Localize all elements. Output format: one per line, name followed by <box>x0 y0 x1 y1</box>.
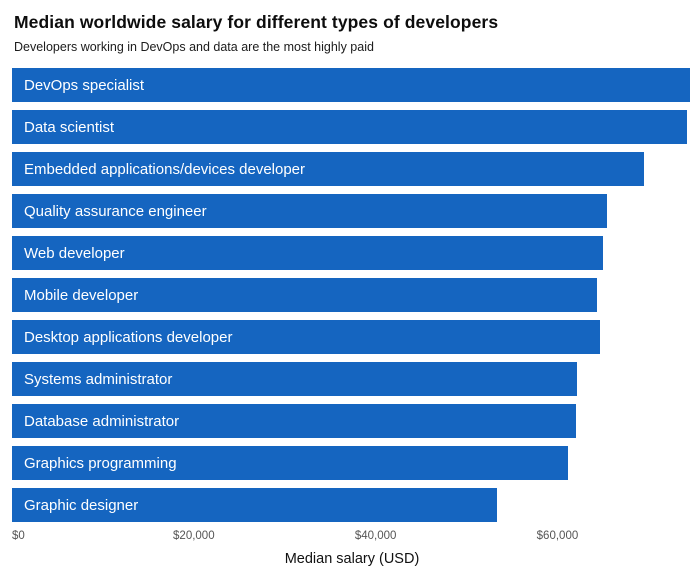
x-tick-label: $40,000 <box>354 530 397 542</box>
bar: DevOps specialist <box>12 68 691 102</box>
chart-title: Median worldwide salary for different ty… <box>14 12 499 32</box>
bar-category-label: Quality assurance engineer <box>24 202 207 220</box>
bar: Database administrator <box>12 404 576 438</box>
bar-category-label: Data scientist <box>24 118 115 136</box>
bar-category-label: DevOps specialist <box>24 76 145 94</box>
bar-row: Systems administrator <box>12 362 692 396</box>
bar: Desktop applications developer <box>12 320 601 354</box>
bar-category-label: Web developer <box>24 244 125 262</box>
bar-category-label: Embedded applications/devices developer <box>24 160 306 178</box>
x-axis: $0 $20,000 $40,000 $60,000 <box>12 530 692 545</box>
bar-category-label: Database administrator <box>24 412 180 430</box>
bar-category-label: Systems administrator <box>24 370 173 388</box>
bar: Web developer <box>12 236 603 270</box>
bar-category-label: Mobile developer <box>24 286 139 304</box>
x-tick-label: $60,000 <box>536 530 579 542</box>
bar-category-label: Graphic designer <box>24 496 139 514</box>
chart-subtitle: Developers working in DevOps and data ar… <box>14 40 374 54</box>
bar: Systems administrator <box>12 362 577 396</box>
bars: DevOps specialist Data scientist Embedded … <box>12 68 692 522</box>
bar: Data scientist <box>12 110 687 144</box>
bar-category-label: Graphics programming <box>24 454 177 472</box>
bar-row: DevOps specialist <box>12 68 692 102</box>
bar-row: Database administrator <box>12 404 692 438</box>
bar: Embedded applications/devices developer <box>12 152 644 186</box>
bar: Mobile developer <box>12 278 598 312</box>
x-axis-title: Median salary (USD) <box>284 551 420 567</box>
bar-row: Graphics programming <box>12 446 692 480</box>
x-tick-label: $0 <box>12 530 25 542</box>
bar: Graphic designer <box>12 488 497 522</box>
bar-row: Graphic designer <box>12 488 692 522</box>
bar-category-label: Desktop applications developer <box>24 328 233 346</box>
bar: Quality assurance engineer <box>12 194 607 228</box>
x-tick-label: $20,000 <box>173 530 215 542</box>
bar-row: Data scientist <box>12 110 692 144</box>
bar-row: Quality assurance engineer <box>12 194 692 228</box>
bar-row: Mobile developer <box>12 278 692 312</box>
bar-chart: DevOps specialist Data scientist Embedded … <box>12 68 692 567</box>
bar: Graphics programming <box>12 446 569 480</box>
bar-row: Embedded applications/devices developer <box>12 152 692 186</box>
bar-row: Desktop applications developer <box>12 320 692 354</box>
bar-row: Web developer <box>12 236 692 270</box>
